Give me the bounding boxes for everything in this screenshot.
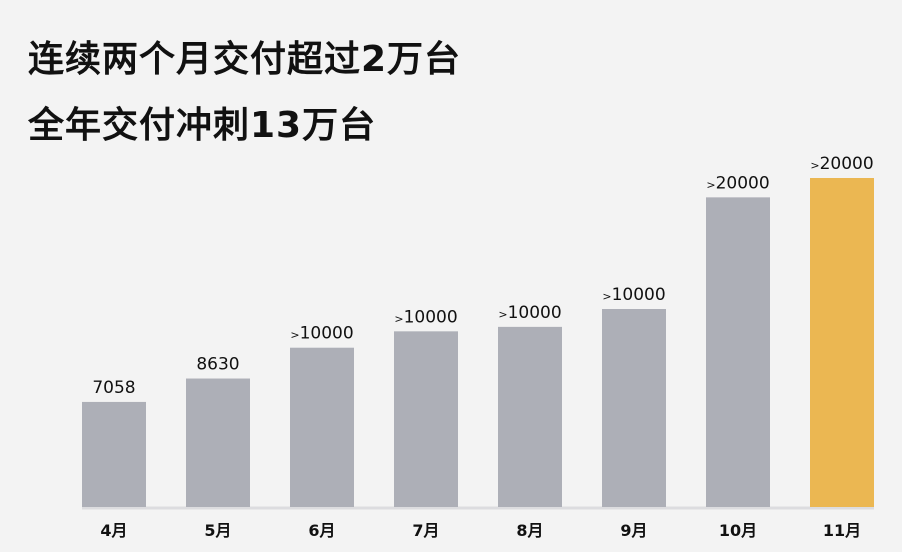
- x-tick-label-8: 11月: [823, 521, 861, 540]
- bar-4: [394, 331, 458, 507]
- data-label-value: 8630: [196, 355, 239, 375]
- greater-than-prefix: >: [394, 312, 403, 325]
- data-label-value: 7058: [92, 378, 135, 398]
- data-label-value: 10000: [508, 303, 562, 323]
- greater-than-prefix: >: [706, 178, 715, 191]
- data-label-value: 10000: [300, 324, 354, 344]
- bar-3: [290, 347, 354, 507]
- greater-than-prefix: >: [810, 159, 819, 172]
- data-label-6: >10000: [602, 285, 665, 305]
- bar-1: [82, 401, 146, 507]
- bar-6: [602, 309, 666, 507]
- chart-title-line-1: 连续两个月交付超过2万台: [28, 39, 462, 80]
- greater-than-prefix: >: [290, 329, 299, 342]
- x-tick-label-4: 7月: [412, 521, 439, 540]
- x-tick-label-6: 9月: [620, 521, 647, 540]
- x-tick-label-3: 6月: [308, 521, 335, 540]
- data-label-value: 10000: [404, 307, 458, 327]
- data-label-3: >10000: [290, 324, 353, 344]
- x-tick-label-1: 4月: [100, 521, 127, 540]
- x-tick-label-5: 8月: [516, 521, 543, 540]
- data-label-7: >20000: [706, 173, 769, 193]
- bar-5: [498, 326, 562, 507]
- bar-7: [706, 197, 770, 507]
- bar-8: [810, 178, 874, 507]
- x-tick-label-2: 5月: [204, 521, 231, 540]
- x-tick-label-7: 10月: [719, 521, 757, 540]
- bar-2: [186, 378, 250, 507]
- greater-than-prefix: >: [602, 290, 611, 303]
- data-label-5: >10000: [498, 303, 561, 323]
- data-label-4: >10000: [394, 307, 457, 327]
- data-label-1: 7058: [92, 378, 135, 398]
- data-label-value: 20000: [820, 154, 874, 174]
- data-label-value: 10000: [612, 285, 666, 305]
- data-label-2: 8630: [196, 355, 239, 375]
- data-label-8: >20000: [810, 154, 873, 174]
- greater-than-prefix: >: [498, 308, 507, 321]
- chart-title-line-2: 全年交付冲刺13万台: [28, 105, 377, 146]
- data-label-value: 20000: [716, 173, 770, 193]
